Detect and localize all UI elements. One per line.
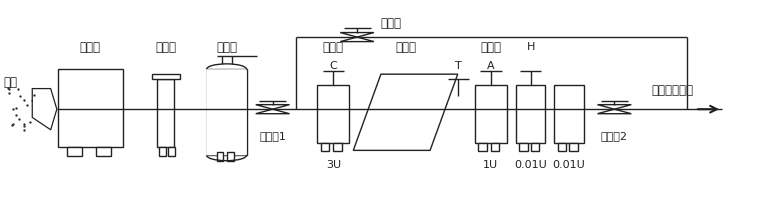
FancyBboxPatch shape — [207, 69, 247, 155]
Text: 贮气罐: 贮气罐 — [216, 41, 237, 54]
Bar — [531, 143, 539, 151]
Bar — [207, 69, 247, 155]
Text: 旁路阀: 旁路阀 — [380, 17, 401, 30]
Text: 修理阀2: 修理阀2 — [601, 131, 628, 141]
Bar — [157, 79, 174, 147]
Bar — [558, 143, 566, 151]
Text: T: T — [455, 61, 462, 71]
Bar — [478, 143, 487, 151]
Bar — [569, 143, 578, 151]
Text: 净化压缩空气: 净化压缩空气 — [651, 84, 693, 97]
Bar — [96, 147, 111, 156]
Text: H: H — [527, 42, 535, 52]
Bar — [159, 147, 166, 156]
Text: 3U: 3U — [326, 160, 341, 170]
Bar — [554, 85, 584, 143]
Bar — [67, 147, 82, 156]
Text: C: C — [329, 61, 337, 71]
Bar — [475, 85, 507, 143]
Text: 0.01U: 0.01U — [515, 160, 547, 170]
Text: 过滤器: 过滤器 — [323, 41, 344, 54]
Bar — [491, 143, 499, 151]
Bar — [516, 85, 545, 143]
Bar — [152, 74, 180, 79]
Polygon shape — [32, 89, 57, 130]
Text: 空压机: 空压机 — [79, 41, 101, 54]
Text: 1U: 1U — [483, 160, 498, 170]
Bar — [519, 143, 528, 151]
Text: A: A — [487, 61, 495, 71]
Text: 过滤器: 过滤器 — [480, 41, 502, 54]
Text: 后冷器: 后冷器 — [155, 41, 177, 54]
Bar — [58, 69, 123, 147]
Bar — [168, 147, 175, 156]
Text: 大气: 大气 — [3, 76, 17, 89]
Text: 0.01U: 0.01U — [553, 160, 585, 170]
Bar — [321, 143, 329, 151]
Bar — [317, 85, 349, 143]
Text: 修理阀1: 修理阀1 — [260, 131, 286, 141]
Text: 冷干机: 冷干机 — [395, 41, 416, 54]
Bar — [217, 152, 223, 161]
Bar — [333, 143, 342, 151]
Bar — [227, 152, 234, 161]
Polygon shape — [353, 74, 458, 150]
